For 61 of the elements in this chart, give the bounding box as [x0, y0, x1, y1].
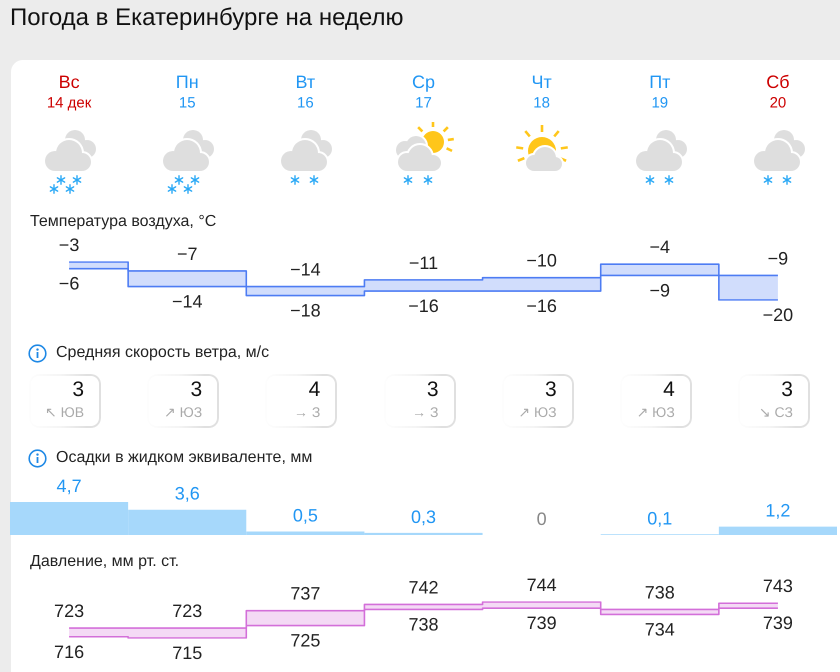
data-label: 737 [290, 584, 320, 604]
x-tick-label: Вт 16 [296, 72, 316, 112]
data-label: 3 [190, 378, 202, 401]
text: ↗ ЮЗ [636, 404, 675, 420]
text: → З [294, 404, 320, 420]
data-label: 723 [54, 601, 84, 622]
data-label: −9 [650, 280, 670, 300]
data-label: −14 [290, 260, 321, 280]
data-label: 0,5 [292, 505, 318, 526]
data-label: −14 [172, 292, 202, 312]
data-label: 723 [172, 601, 202, 622]
data-label: −7 [176, 244, 198, 264]
x-tick-label: Ср 17 [412, 72, 436, 112]
x-tick-label: Пн 15 [176, 72, 199, 112]
chart-title: Погода в Екатеринбурге на неделю [10, 3, 404, 33]
data-label: 4 [308, 378, 320, 401]
data-label: −6 [58, 274, 80, 294]
data-label: 734 [644, 619, 675, 640]
data-label: 4 [663, 378, 675, 401]
data-label: 0,3 [410, 506, 436, 527]
data-label: 3 [781, 378, 793, 401]
data-label: 3 [544, 378, 557, 401]
data-label: 0,1 [647, 508, 672, 528]
chart-subtitle: Температура воздуха, °C [30, 213, 216, 231]
data-label: 739 [762, 613, 793, 634]
data-label: 738 [408, 614, 439, 634]
data-label: −4 [650, 237, 670, 258]
text: ↘ СЗ [758, 404, 793, 420]
data-label: 3 [426, 378, 438, 401]
x-tick-label: Пт 19 [649, 72, 670, 112]
data-label: −18 [290, 300, 321, 321]
data-label: −16 [526, 296, 557, 316]
data-label: −3 [58, 235, 80, 255]
data-label: 742 [408, 577, 439, 598]
data-label: −11 [408, 252, 438, 273]
data-label: −10 [526, 250, 557, 271]
x-tick-label: Вс 14 дек [46, 72, 92, 112]
text: ↗ ЮЗ [164, 404, 202, 420]
data-label: −20 [762, 305, 794, 325]
data-label: 4,7 [56, 476, 82, 496]
data-label: 744 [526, 575, 557, 595]
data-label: −9 [768, 248, 788, 268]
data-label: 3 [72, 378, 84, 401]
chart-title: Осадки в жидком эквиваленте, мм [56, 449, 312, 467]
text: Средняя скорость ветра, м/с [56, 344, 270, 362]
chart-title: Давление, мм рт. ст. [30, 553, 180, 571]
data-label: 725 [290, 630, 320, 651]
text: ↗ ЮЗ [518, 404, 557, 420]
data-label: 738 [644, 582, 675, 602]
data-label: 743 [762, 576, 793, 596]
text: ↖ ЮВ [44, 404, 84, 420]
data-label: 739 [526, 613, 557, 634]
x-tick-label: Сб 20 [766, 72, 790, 112]
data-label: −16 [408, 296, 439, 316]
data-label: 3,6 [174, 484, 200, 504]
data-label: 716 [54, 642, 84, 662]
text: → З [412, 404, 438, 420]
data-label: 0 [536, 509, 547, 529]
data-label: 1,2 [765, 500, 790, 521]
x-tick-label: Чт 18 [532, 72, 552, 112]
data-label: 715 [172, 643, 202, 663]
